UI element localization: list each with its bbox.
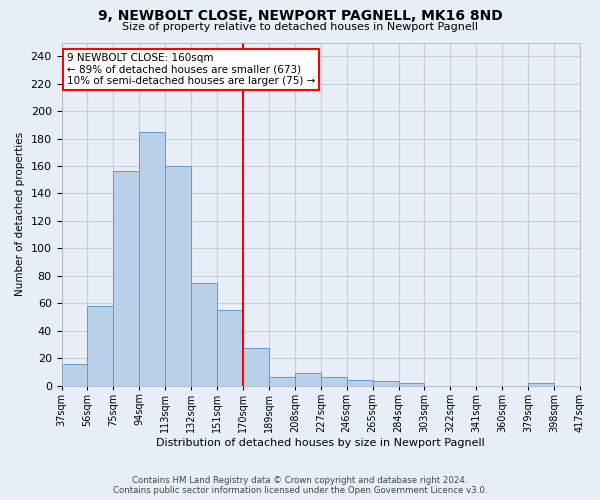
Bar — [269, 378, 295, 386]
Bar — [165, 166, 191, 386]
Bar — [62, 364, 88, 386]
Bar — [295, 373, 321, 386]
Bar — [398, 383, 424, 386]
Bar — [528, 383, 554, 386]
Bar — [321, 378, 347, 386]
Text: Size of property relative to detached houses in Newport Pagnell: Size of property relative to detached ho… — [122, 22, 478, 32]
Text: 9, NEWBOLT CLOSE, NEWPORT PAGNELL, MK16 8ND: 9, NEWBOLT CLOSE, NEWPORT PAGNELL, MK16 … — [98, 9, 502, 23]
Bar — [88, 306, 113, 386]
Bar — [373, 382, 398, 386]
Text: 9 NEWBOLT CLOSE: 160sqm
← 89% of detached houses are smaller (673)
10% of semi-d: 9 NEWBOLT CLOSE: 160sqm ← 89% of detache… — [67, 53, 315, 86]
Bar — [113, 172, 139, 386]
Bar — [191, 282, 217, 386]
Bar — [217, 310, 243, 386]
X-axis label: Distribution of detached houses by size in Newport Pagnell: Distribution of detached houses by size … — [157, 438, 485, 448]
Bar — [139, 132, 165, 386]
Bar — [243, 348, 269, 386]
Y-axis label: Number of detached properties: Number of detached properties — [15, 132, 25, 296]
Bar — [347, 380, 373, 386]
Text: Contains HM Land Registry data © Crown copyright and database right 2024.
Contai: Contains HM Land Registry data © Crown c… — [113, 476, 487, 495]
